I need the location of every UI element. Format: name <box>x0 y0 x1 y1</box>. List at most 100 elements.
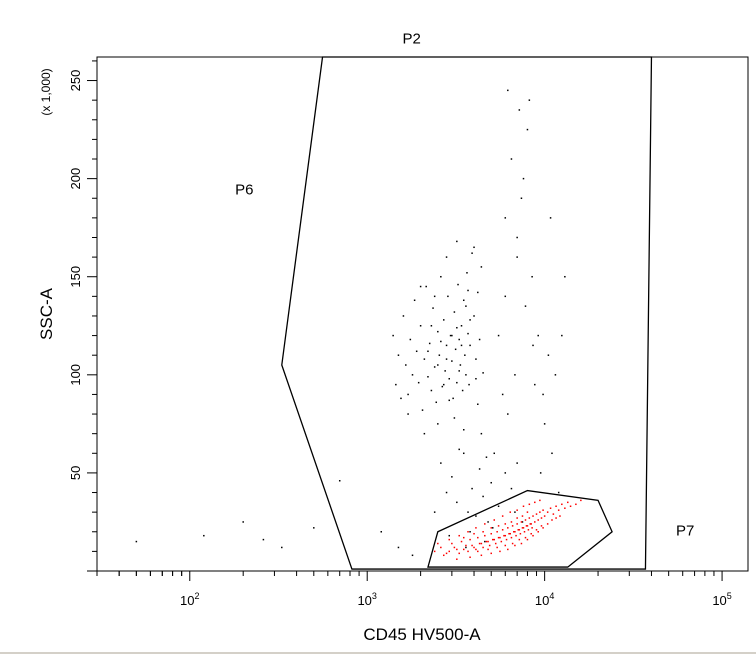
data-point <box>448 550 451 553</box>
data-point <box>514 531 516 533</box>
data-point <box>505 538 508 541</box>
data-point <box>522 527 525 529</box>
data-point <box>522 505 525 508</box>
data-point <box>542 527 544 529</box>
data-point <box>467 511 469 513</box>
data-point <box>516 236 518 239</box>
data-point <box>427 376 429 378</box>
x-axis-label: CD45 HV500-A <box>363 625 481 644</box>
data-point <box>535 513 538 515</box>
data-point <box>539 472 542 474</box>
data-point <box>521 515 524 517</box>
data-point <box>411 554 414 557</box>
data-point <box>451 476 453 478</box>
data-point <box>445 256 448 258</box>
data-point <box>478 542 481 545</box>
data-point <box>513 531 515 533</box>
data-point <box>546 511 549 513</box>
data-point <box>480 554 483 557</box>
data-point <box>478 338 481 341</box>
data-point <box>203 534 205 537</box>
data-point <box>510 521 513 523</box>
data-point <box>430 325 433 327</box>
data-point <box>453 417 456 419</box>
data-point <box>511 525 514 527</box>
data-point <box>392 334 394 337</box>
data-point <box>561 334 563 337</box>
data-point <box>467 550 469 553</box>
data-point <box>516 462 518 464</box>
data-point <box>507 527 509 529</box>
data-point <box>528 517 531 519</box>
data-point <box>555 517 557 519</box>
data-point <box>485 540 488 543</box>
data-point <box>428 342 431 345</box>
data-point <box>524 519 527 521</box>
data-point <box>456 501 458 504</box>
data-point <box>465 305 467 307</box>
data-point <box>427 350 429 353</box>
data-point <box>520 521 523 523</box>
data-point <box>516 517 518 519</box>
data-point <box>484 540 486 543</box>
data-point <box>480 542 483 545</box>
data-point <box>501 515 504 517</box>
data-point <box>537 334 539 337</box>
data-point <box>475 358 477 360</box>
data-point <box>437 364 439 366</box>
data-point <box>448 538 451 541</box>
data-point <box>437 542 439 545</box>
gate-label: P7 <box>676 523 694 540</box>
gate-polygon <box>427 489 613 568</box>
data-point <box>497 334 500 337</box>
data-point <box>435 401 438 404</box>
y-axis-multiplier: (x 1,000) <box>39 68 53 115</box>
data-point <box>516 523 518 525</box>
data-point <box>475 548 477 551</box>
data-point <box>504 534 507 537</box>
data-point <box>504 523 507 525</box>
data-point <box>504 217 507 219</box>
data-point <box>500 540 503 543</box>
x-tick-label: 103 <box>357 591 376 608</box>
data-point <box>540 517 543 519</box>
data-point <box>526 128 529 131</box>
data-point <box>534 521 536 523</box>
data-point <box>415 350 418 353</box>
data-point <box>532 515 534 517</box>
data-point <box>441 385 444 388</box>
data-point <box>425 285 427 288</box>
data-point <box>514 374 516 376</box>
data-point <box>445 358 448 360</box>
data-point <box>492 538 494 541</box>
data-point <box>515 534 517 537</box>
data-point <box>405 364 407 366</box>
data-point <box>482 531 484 533</box>
data-point <box>440 546 442 549</box>
data-point <box>534 501 536 504</box>
data-point <box>542 393 544 396</box>
data-point <box>520 542 523 545</box>
data-point <box>440 462 442 464</box>
data-point <box>449 334 452 337</box>
data-point <box>575 503 577 506</box>
data-point <box>442 319 445 321</box>
data-point <box>537 519 539 521</box>
data-point <box>423 432 426 435</box>
data-point <box>417 381 420 384</box>
data-point <box>531 275 533 278</box>
data-point <box>482 546 484 549</box>
gate-label: P2 <box>402 30 420 47</box>
data-point <box>433 511 436 513</box>
data-point <box>507 89 509 92</box>
data-point <box>494 542 497 545</box>
data-point <box>452 397 454 400</box>
data-point <box>532 344 534 347</box>
data-point <box>444 370 446 372</box>
gates: P2 P6 P7 <box>235 30 694 570</box>
data-point <box>561 503 563 506</box>
data-point <box>557 509 560 511</box>
data-point <box>501 393 504 396</box>
data-point <box>529 523 532 525</box>
